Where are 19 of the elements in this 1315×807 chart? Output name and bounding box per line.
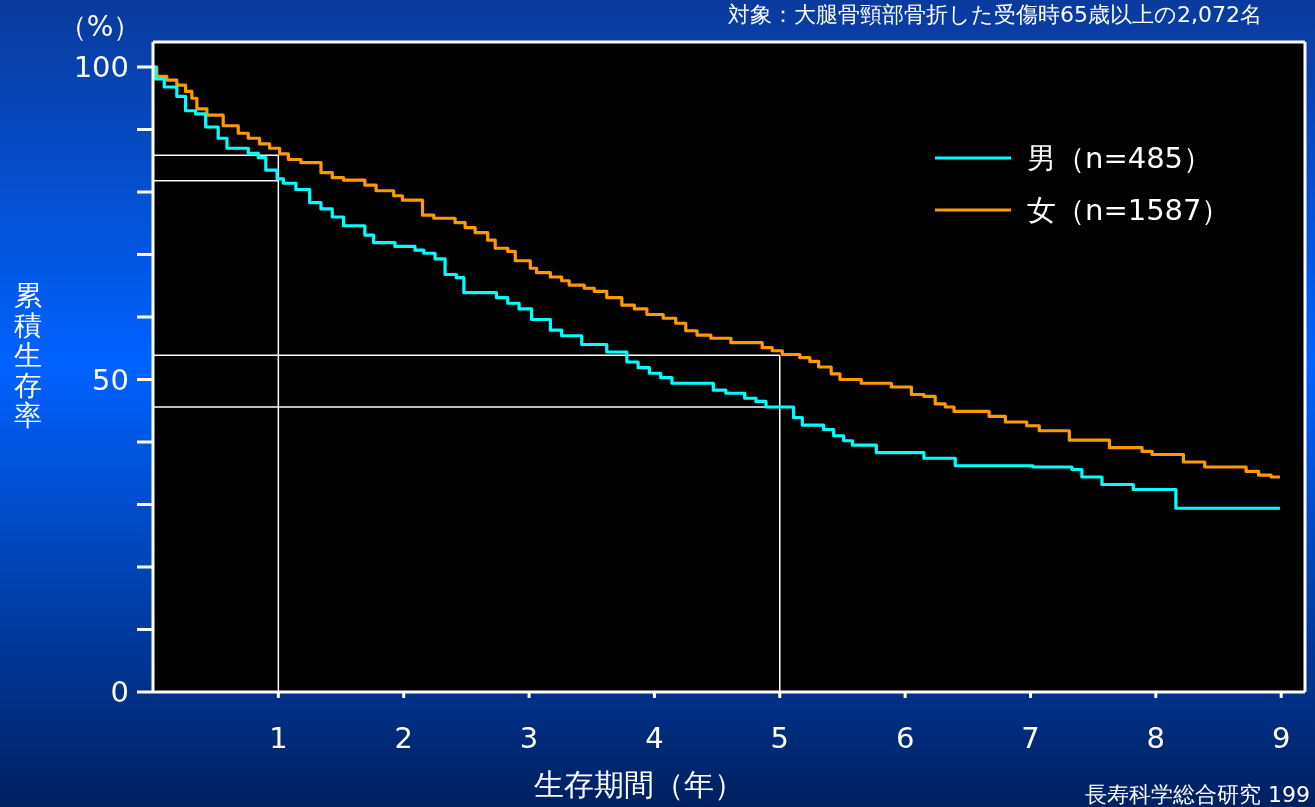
x-tick-label: 8 [1146,721,1166,755]
legend-label: 女（n=1587） [1027,193,1231,227]
x-tick-label: 7 [1021,721,1040,755]
x-tick-label: 4 [645,721,664,755]
chart-title: 対象：大腿骨頸部骨折した受傷時65歳以上の2,072名 [728,2,1262,27]
x-tick-label: 5 [770,721,789,755]
text: 長寿科学総合研究 199 [1085,782,1310,807]
y-axis-title: 累積生存率 [14,279,42,432]
x-tick-label: 9 [1271,721,1291,755]
x-tick-label: 2 [394,721,413,755]
y-tick-label: 100 [73,50,129,84]
x-tick-label: 3 [519,721,539,755]
legend-label: 男（n=485） [1027,141,1213,175]
x-axis-title: 生存期間（年） [534,767,744,802]
y-tick-label: 0 [110,675,129,709]
y-tick-label: 50 [92,362,129,397]
text: （%） [58,10,142,43]
x-tick-label: 1 [269,721,288,755]
x-tick-label: 6 [895,721,915,755]
